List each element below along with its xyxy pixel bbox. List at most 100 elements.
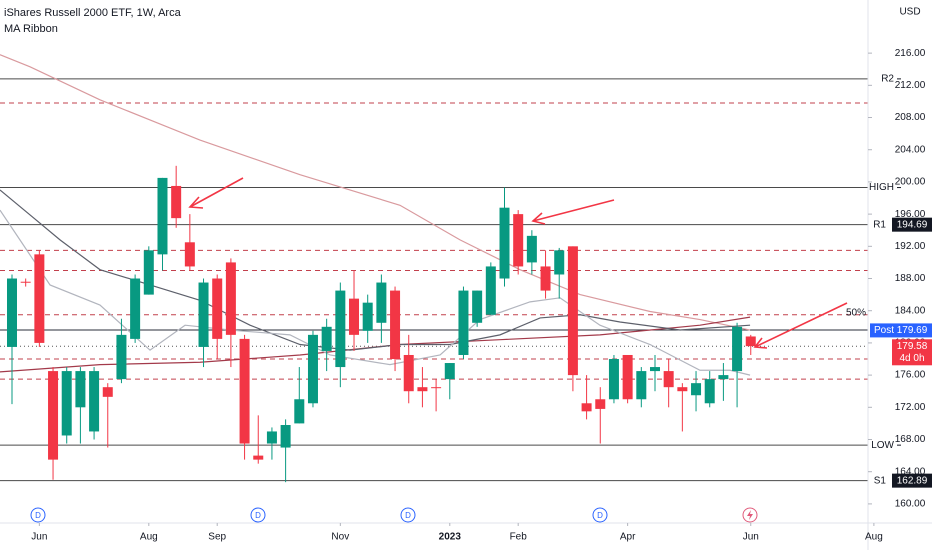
candle-body	[6, 278, 17, 347]
candle-body	[335, 290, 346, 368]
y-tick-label: 176.00	[895, 370, 926, 381]
y-tick-label: 192.00	[895, 241, 926, 252]
dividend-icon	[30, 507, 46, 523]
level-value: 194.69	[897, 219, 928, 230]
candle-body	[691, 383, 702, 396]
candle-body	[102, 387, 113, 397]
post-badge	[870, 323, 932, 338]
candle-body	[376, 282, 387, 323]
candle-body	[253, 455, 264, 460]
arrow-head	[188, 196, 204, 209]
y-tick-label: 216.00	[895, 48, 926, 59]
candle-body	[280, 425, 291, 448]
candle-body	[649, 367, 660, 372]
candle-body	[266, 431, 277, 444]
candle-body	[61, 371, 72, 436]
earnings-bolt	[747, 510, 753, 520]
dividend-label: D	[597, 511, 603, 520]
arrow	[754, 302, 848, 348]
candle-body	[171, 185, 182, 219]
candle-body	[499, 207, 510, 279]
dividend-label: D	[35, 511, 41, 520]
candle-body	[321, 326, 332, 351]
y-tick-label: 172.00	[895, 402, 926, 413]
candle-body	[48, 371, 59, 460]
candle-body	[554, 250, 565, 275]
candle-body	[732, 326, 743, 372]
candle-body	[526, 235, 537, 263]
x-tick-label: Jun	[743, 532, 759, 543]
level-name: S1	[874, 475, 887, 486]
candle-body	[390, 290, 401, 360]
arrow-head	[531, 212, 546, 225]
candle-body	[581, 403, 592, 412]
indicator-name: MA Ribbon	[4, 23, 58, 35]
y-tick-label: 212.00	[895, 80, 926, 91]
ma-line	[0, 54, 751, 331]
post-value: 179.69	[897, 325, 928, 336]
candle-body	[458, 290, 469, 355]
candle-body	[595, 399, 606, 409]
x-tick-label: Sep	[208, 532, 226, 543]
countdown: 4d 0h	[899, 353, 924, 364]
candle-body	[362, 302, 373, 331]
level-name: R1	[873, 219, 886, 230]
post-label: Post	[874, 325, 894, 336]
dividend-label: D	[405, 511, 411, 520]
candle-body	[513, 214, 524, 267]
candle-body	[540, 266, 551, 291]
level-badge	[892, 217, 932, 232]
candle-body	[75, 371, 86, 408]
arrow	[532, 199, 615, 222]
dividend-icon	[400, 507, 416, 523]
y-tick-label: 164.00	[895, 466, 926, 477]
candle-body	[704, 379, 715, 404]
y-tick-label: 184.00	[895, 305, 926, 316]
candle-body	[718, 375, 729, 380]
candle-body	[417, 387, 428, 392]
y-tick-label: 188.00	[895, 273, 926, 284]
ma-line	[0, 189, 751, 351]
y-tick-label: 204.00	[895, 144, 926, 155]
last-badge	[892, 339, 932, 366]
candle-body	[431, 387, 442, 389]
x-tick-label: 2023	[439, 532, 462, 543]
y-tick-label: 160.00	[895, 499, 926, 510]
candle-body	[225, 262, 236, 335]
chart-title: iShares Russell 2000 ETF, 1W, Arca	[4, 7, 182, 19]
dividend-icon	[592, 507, 608, 523]
plot-area	[0, 54, 868, 483]
level-name: 50%	[846, 307, 866, 318]
dividend-label: D	[255, 511, 261, 520]
currency: USD	[899, 7, 920, 18]
y-tick-label: 200.00	[895, 177, 926, 188]
level-value: 162.89	[897, 475, 928, 486]
candle-body	[636, 371, 647, 400]
x-tick-label: Apr	[620, 532, 636, 543]
candle-body	[157, 177, 168, 255]
candle-body	[294, 399, 305, 424]
level-name: R2	[881, 74, 894, 85]
candle-body	[472, 290, 483, 323]
x-tick-label: Nov	[331, 532, 349, 543]
candle-body	[444, 363, 455, 380]
dividend-icon	[250, 507, 266, 523]
candle-body	[608, 359, 619, 400]
y-tick-label: 208.00	[895, 112, 926, 123]
candle-body	[349, 298, 360, 335]
candle-body	[143, 250, 154, 295]
candle-body	[239, 338, 250, 444]
ma-line	[0, 209, 751, 376]
annotations	[188, 177, 848, 349]
y-tick-label: 196.00	[895, 209, 926, 220]
candle-body	[622, 354, 633, 400]
candle-body	[198, 282, 209, 347]
level-name: LOW	[871, 440, 894, 451]
event-icons: D D D D	[30, 507, 758, 523]
arrow	[189, 177, 244, 208]
x-tick-label: Aug	[140, 532, 158, 543]
level-name: HIGH	[869, 182, 894, 193]
y-tick-label: 168.00	[895, 434, 926, 445]
